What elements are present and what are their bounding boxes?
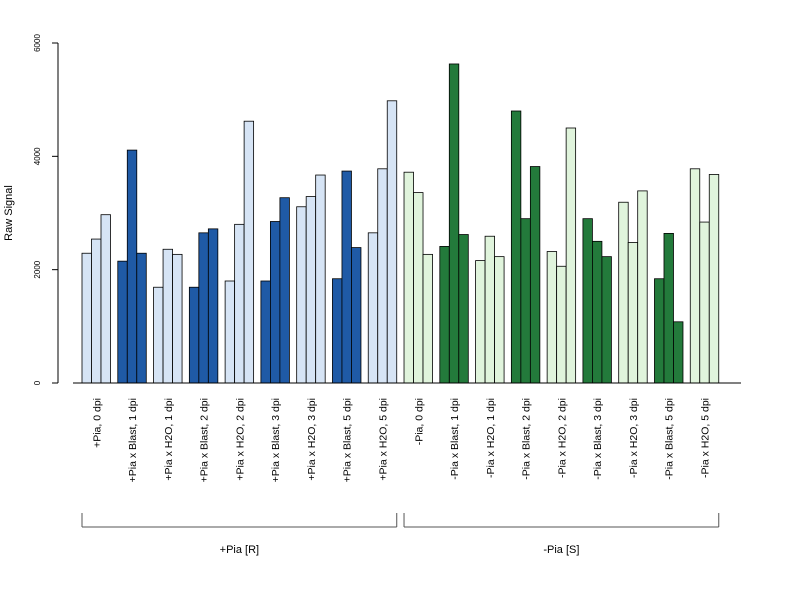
x-tick-label: -Pia x Blast, 3 dpi <box>592 398 604 480</box>
x-tick-label: -Pia x H2O, 1 dpi <box>485 398 497 478</box>
bar <box>315 174 326 384</box>
bar <box>637 190 648 384</box>
y-tick-label: 2000 <box>33 260 42 278</box>
bar <box>529 166 541 384</box>
bar <box>243 120 255 384</box>
bar <box>207 228 219 384</box>
bar <box>510 110 522 384</box>
bar <box>91 238 102 384</box>
x-tick-label: +Pia x H2O, 5 dpi <box>377 398 389 481</box>
bar <box>367 232 379 384</box>
bar <box>162 248 173 384</box>
x-tick-label: +Pia x Blast, 3 dpi <box>270 398 282 482</box>
bar <box>341 170 352 384</box>
group-label: +Pia [R] <box>220 544 259 556</box>
bar <box>475 260 486 384</box>
x-tick-label: +Pia, 0 dpi <box>91 398 103 448</box>
bar <box>708 174 720 384</box>
bar <box>153 286 164 384</box>
bar <box>627 242 639 384</box>
bar <box>413 192 424 384</box>
bar <box>458 234 469 384</box>
x-tick-label: -Pia, 0 dpi <box>413 398 425 445</box>
bar <box>198 232 209 384</box>
bar <box>689 168 701 384</box>
bar <box>136 252 147 384</box>
bar <box>556 265 567 384</box>
bar <box>260 280 271 384</box>
bar <box>100 214 111 384</box>
bar <box>332 278 343 384</box>
x-tick-label: +Pia x H2O, 1 dpi <box>163 398 175 481</box>
bar <box>296 206 307 384</box>
bar <box>269 221 281 384</box>
bar <box>448 63 460 384</box>
y-tick-label: 0 <box>33 380 42 385</box>
bar <box>403 171 414 384</box>
bar <box>224 280 236 384</box>
x-tick-labels: +Pia, 0 dpi +Pia x Blast, 1 dpi +Pia x H2O… <box>91 398 711 482</box>
bar <box>601 256 612 384</box>
bar <box>546 251 558 384</box>
x-tick-label: +Pia x Blast, 2 dpi <box>199 398 211 482</box>
bar <box>484 235 495 384</box>
bar <box>377 168 388 384</box>
bar <box>117 260 128 384</box>
bar <box>699 221 710 384</box>
x-tick-label: +Pia x Blast, 5 dpi <box>342 398 354 482</box>
x-tick-label: +Pia x H2O, 2 dpi <box>234 398 246 481</box>
bar <box>592 240 603 384</box>
x-tick-label: +Pia x Blast, 1 dpi <box>127 398 139 482</box>
bar <box>663 232 674 384</box>
x-tick-label: +Pia x H2O, 3 dpi <box>306 398 318 481</box>
bar <box>654 278 665 384</box>
x-tick-label: -Pia x Blast, 1 dpi <box>449 398 461 480</box>
y-axis-label: Raw Signal <box>3 185 15 241</box>
bar <box>234 223 245 384</box>
bar <box>673 321 684 384</box>
bar <box>494 256 505 384</box>
bar <box>565 127 577 384</box>
y-tick-label: 6000 <box>33 34 42 52</box>
bar <box>351 247 362 384</box>
x-tick-label: -Pia x Blast, 5 dpi <box>664 398 676 480</box>
group-label: -Pia [S] <box>543 544 579 556</box>
bar <box>422 253 433 384</box>
bars <box>81 63 720 384</box>
bar <box>81 252 92 384</box>
bar <box>126 149 138 384</box>
bar <box>188 286 200 384</box>
bar <box>582 218 593 384</box>
bar <box>305 196 317 384</box>
bar <box>618 201 629 384</box>
x-tick-label: -Pia x H2O, 2 dpi <box>556 398 568 478</box>
x-tick-label: -Pia x Blast, 2 dpi <box>521 398 533 480</box>
bar <box>520 218 531 384</box>
bar <box>439 246 450 384</box>
y-tick-label: 4000 <box>33 147 42 165</box>
x-tick-label: -Pia x H2O, 3 dpi <box>628 398 640 478</box>
group-brackets: +Pia [R] -Pia [S] <box>81 513 720 556</box>
x-tick-label: -Pia x H2O, 5 dpi <box>700 398 712 478</box>
bar <box>279 197 290 384</box>
bar <box>386 100 398 384</box>
bar <box>172 253 183 384</box>
y-axis: 0 2000 4000 6000 <box>33 34 59 385</box>
